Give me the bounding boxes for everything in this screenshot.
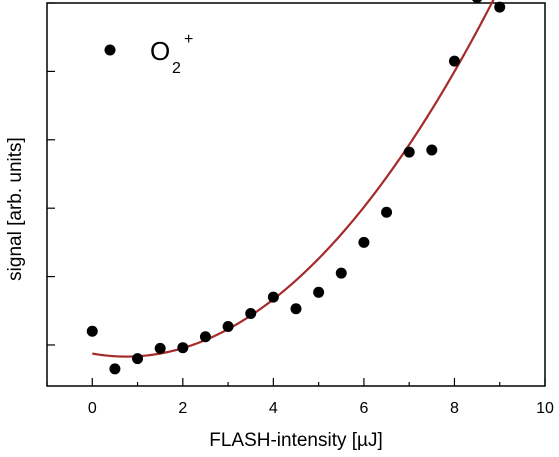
data-point xyxy=(448,55,460,67)
legend-label-superscript: + xyxy=(184,31,193,48)
data-point xyxy=(313,286,325,298)
data-point xyxy=(222,320,234,332)
x-tick-label: 4 xyxy=(269,400,278,417)
axis-ticks xyxy=(46,2,546,386)
data-point xyxy=(403,146,415,158)
data-point xyxy=(335,267,347,279)
data-point xyxy=(494,1,506,13)
data-point xyxy=(132,353,144,365)
legend-marker xyxy=(104,44,116,56)
x-tick-labels: 0 2 4 6 8 10 xyxy=(88,400,554,417)
data-points xyxy=(86,0,506,375)
data-point xyxy=(381,206,393,218)
data-point xyxy=(109,363,121,375)
x-tick-label: 6 xyxy=(359,400,368,417)
data-point xyxy=(358,236,370,248)
x-tick-label: 8 xyxy=(450,400,459,417)
legend-label-main: O xyxy=(150,36,170,66)
x-tick-label: 10 xyxy=(536,400,554,417)
data-point xyxy=(245,308,257,320)
legend-label-subscript: 2 xyxy=(172,60,181,77)
data-point xyxy=(177,342,189,354)
x-tick-label: 0 xyxy=(88,400,97,417)
x-tick-label: 2 xyxy=(178,400,187,417)
data-point xyxy=(426,144,438,156)
x-axis-label: FLASH-intensity [µJ] xyxy=(209,430,383,451)
data-point xyxy=(267,291,279,303)
data-point xyxy=(199,331,211,343)
legend: O 2 + xyxy=(104,31,193,77)
data-point xyxy=(154,342,166,354)
data-point xyxy=(472,0,483,4)
plot-frame xyxy=(46,2,546,387)
data-point xyxy=(86,325,98,337)
legend-label: O xyxy=(150,36,170,66)
y-axis-label: signal [arb. units] xyxy=(5,137,26,281)
data-point xyxy=(290,303,302,315)
